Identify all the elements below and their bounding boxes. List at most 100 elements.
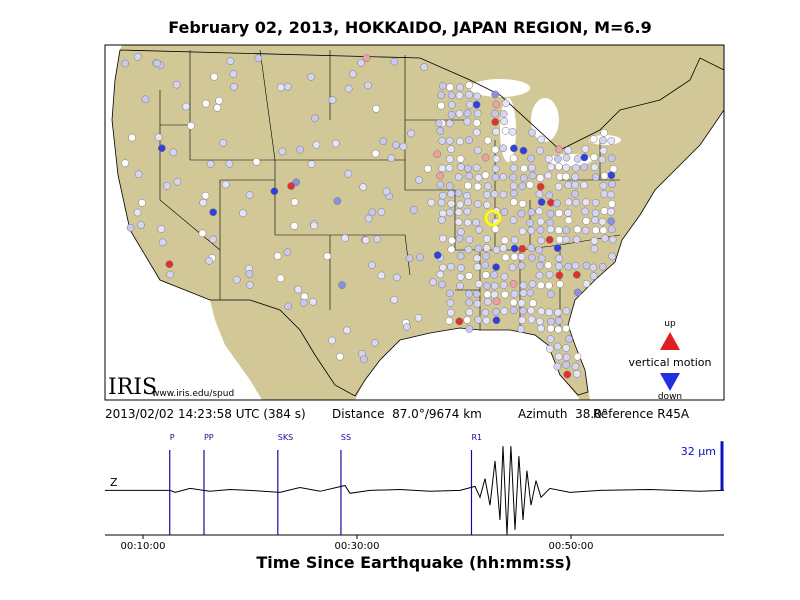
station	[573, 369, 581, 378]
station	[607, 225, 616, 234]
station	[465, 289, 473, 298]
station	[463, 207, 472, 216]
station	[580, 163, 589, 171]
station	[465, 298, 473, 307]
station	[607, 137, 616, 145]
station	[473, 254, 481, 263]
station	[562, 172, 570, 181]
station	[491, 165, 500, 173]
station	[555, 271, 564, 280]
station	[447, 245, 456, 254]
station	[464, 245, 473, 254]
station	[436, 172, 445, 180]
station	[436, 180, 445, 189]
station	[581, 207, 589, 216]
station	[499, 190, 508, 199]
station	[590, 236, 599, 245]
station	[472, 100, 481, 109]
station	[492, 307, 500, 316]
up-arrow	[660, 332, 680, 350]
station	[473, 92, 482, 101]
station	[246, 281, 254, 289]
station	[573, 155, 582, 163]
station	[528, 253, 536, 262]
gulf	[355, 328, 580, 400]
station	[307, 73, 315, 81]
station	[245, 270, 254, 278]
phase-label: P	[170, 433, 175, 442]
station	[545, 235, 554, 244]
station	[309, 297, 317, 306]
station	[555, 209, 563, 218]
info-azimuth: Azimuth 38.0°	[518, 407, 608, 421]
station	[571, 190, 579, 198]
station	[601, 234, 609, 243]
station	[589, 263, 598, 272]
station	[446, 155, 454, 163]
station	[527, 315, 536, 324]
station	[387, 154, 396, 162]
station	[372, 104, 381, 113]
station	[465, 172, 474, 180]
station	[173, 177, 182, 186]
station	[564, 216, 573, 225]
station	[528, 128, 536, 137]
stations	[121, 52, 618, 379]
station	[554, 325, 563, 334]
station	[562, 344, 571, 352]
station	[472, 163, 481, 172]
station	[562, 360, 570, 369]
station	[509, 298, 518, 307]
station	[445, 208, 454, 217]
phase-label: SS	[341, 433, 351, 442]
station	[447, 91, 456, 100]
station	[537, 307, 546, 316]
station	[499, 110, 508, 118]
station	[455, 317, 464, 326]
station	[564, 198, 573, 206]
station	[562, 153, 571, 162]
station	[364, 214, 373, 223]
station	[490, 290, 499, 299]
station	[423, 164, 432, 173]
station	[472, 290, 481, 298]
station	[607, 217, 616, 226]
station	[518, 182, 527, 191]
station	[361, 236, 370, 245]
station	[510, 144, 518, 153]
station	[517, 261, 526, 270]
station	[527, 244, 536, 252]
station	[245, 191, 254, 199]
station	[537, 324, 545, 333]
station	[215, 96, 224, 105]
station	[501, 126, 510, 135]
station	[590, 163, 599, 172]
station	[562, 353, 571, 362]
title: February 02, 2013, HOKKAIDO, JAPAN REGIO…	[168, 18, 652, 37]
station	[465, 308, 474, 317]
station	[608, 235, 617, 244]
station	[465, 136, 473, 145]
scale-label: 32 μm	[681, 445, 716, 458]
station	[562, 324, 570, 333]
station	[364, 81, 372, 90]
station	[591, 226, 600, 235]
station	[377, 208, 386, 216]
station	[199, 198, 208, 207]
x-tick-label: 00:10:00	[121, 541, 166, 552]
station	[447, 199, 456, 208]
station	[528, 163, 536, 172]
station	[225, 159, 234, 168]
station	[232, 275, 241, 284]
station	[121, 159, 129, 168]
station	[439, 234, 447, 243]
us-border	[111, 49, 725, 397]
station	[447, 236, 456, 245]
station	[454, 218, 463, 226]
station	[390, 57, 399, 66]
station	[499, 144, 508, 153]
station	[420, 63, 429, 71]
station	[483, 190, 491, 199]
station	[519, 307, 528, 315]
station	[473, 263, 482, 271]
